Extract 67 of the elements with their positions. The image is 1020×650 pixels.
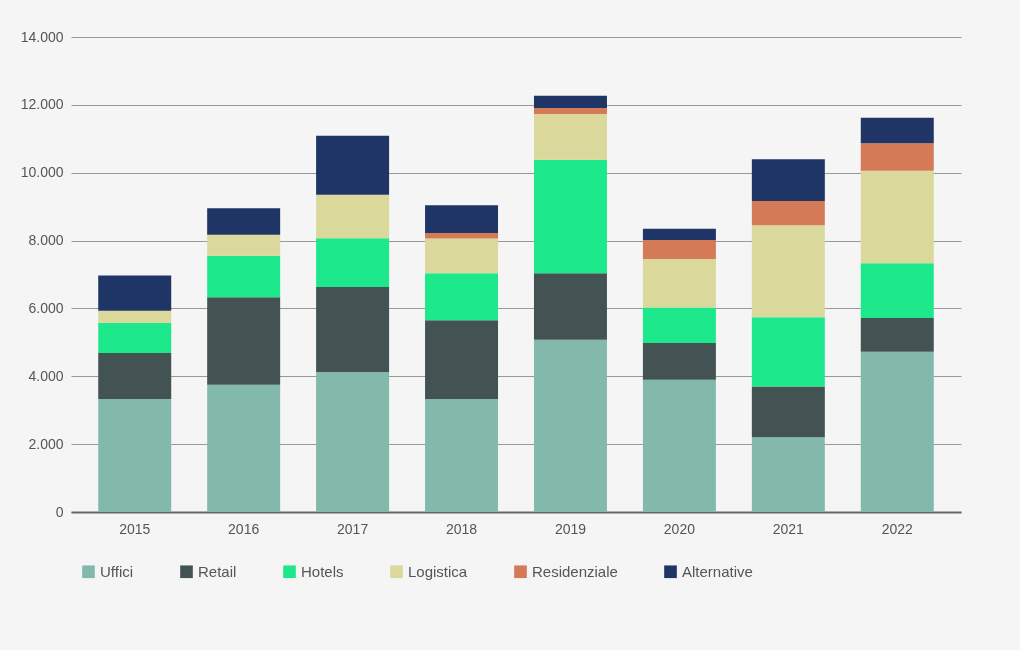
bar — [533, 159, 607, 274]
bar — [751, 200, 825, 226]
bar — [642, 343, 716, 380]
x-tick-label: 2022 — [881, 520, 914, 537]
y-tick-label: 2.000 — [28, 435, 64, 452]
legend-label: Residenziale — [532, 562, 618, 580]
bar — [207, 208, 281, 235]
y-tick-label: 0 — [55, 503, 64, 520]
bar — [642, 307, 716, 344]
bar — [642, 258, 716, 308]
bar — [533, 273, 607, 340]
bar — [316, 287, 390, 372]
x-tick-label: 2019 — [554, 520, 587, 537]
bar — [425, 273, 499, 321]
bar — [98, 275, 172, 311]
bar — [860, 263, 934, 318]
bar — [860, 317, 934, 352]
bar — [316, 135, 390, 195]
legend-label: Retail — [198, 562, 237, 580]
x-tick-label: 2020 — [663, 520, 696, 537]
legend-label: Uffici — [100, 562, 134, 580]
bar — [860, 351, 934, 512]
bar — [425, 205, 499, 234]
bar — [207, 297, 281, 385]
legend-label: Hotels — [301, 562, 344, 580]
y-tick-label: 14.000 — [20, 28, 64, 45]
bar — [533, 107, 607, 115]
y-tick-label: 4.000 — [28, 367, 64, 384]
x-tick-label: 2016 — [228, 520, 260, 537]
bar — [751, 386, 825, 438]
bar — [207, 234, 281, 256]
bar — [425, 320, 499, 400]
bar — [751, 159, 825, 201]
legend-label: Alternative — [682, 562, 753, 580]
bar — [207, 255, 281, 298]
bar — [316, 371, 390, 512]
bar — [642, 239, 716, 259]
y-tick-label: 12.000 — [20, 96, 64, 113]
bar — [751, 225, 825, 318]
bar — [98, 352, 172, 400]
x-tick-label: 2021 — [772, 520, 805, 537]
bar — [316, 238, 390, 288]
x-tick-label: 2017 — [337, 520, 369, 537]
legend-label: Logistica — [408, 562, 468, 580]
bar — [751, 437, 825, 512]
y-tick-label: 10.000 — [20, 164, 64, 181]
bar — [860, 143, 934, 171]
x-tick-label: 2015 — [119, 520, 151, 537]
bar — [533, 339, 607, 512]
bar — [98, 323, 172, 353]
bar — [425, 238, 499, 274]
bar — [425, 399, 499, 512]
bar — [425, 233, 499, 239]
y-tick-label: 6.000 — [28, 299, 64, 316]
bar — [642, 228, 716, 240]
bar — [751, 317, 825, 387]
bar — [642, 379, 716, 512]
x-tick-label: 2018 — [445, 520, 478, 537]
bar — [316, 194, 390, 239]
bar — [860, 117, 934, 144]
bar — [860, 170, 934, 264]
bar — [533, 95, 607, 108]
bar — [533, 114, 607, 160]
bar — [98, 310, 172, 324]
bar — [98, 399, 172, 512]
bar — [207, 384, 281, 512]
y-tick-label: 8.000 — [28, 232, 64, 249]
